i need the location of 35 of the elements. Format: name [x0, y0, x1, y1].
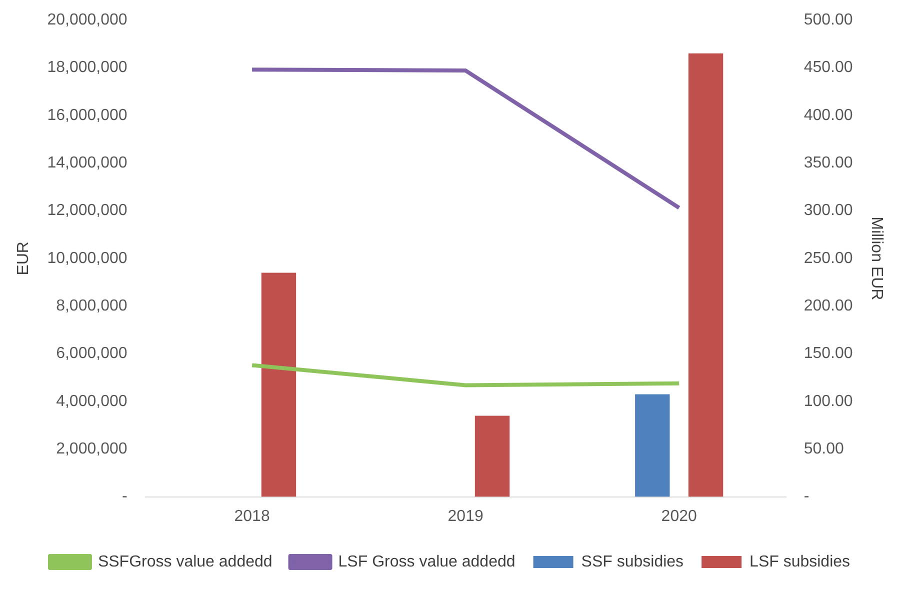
x-tick-label: 2020 — [661, 508, 697, 525]
y2-tick-label: 450.00 — [804, 59, 853, 76]
y-tick-label: 14,000,000 — [47, 154, 128, 172]
bar — [474, 416, 510, 497]
y-tick-label: 10,000,000 — [47, 250, 128, 267]
y-tick-label: 16,000,000 — [47, 106, 128, 124]
y-tick-label: 20,000,000 — [47, 11, 128, 28]
y-tick-label: 18,000,000 — [47, 59, 128, 76]
legend-label: LSF subsidies — [750, 553, 850, 570]
y2-tick-label: 300.00 — [804, 202, 853, 220]
y2-tick-label: 150.00 — [804, 345, 853, 362]
y-tick-label: - — [122, 488, 128, 506]
y2-tick-label: 350.00 — [804, 154, 853, 172]
bar — [688, 53, 724, 497]
y2-tick-label: 200.00 — [804, 297, 853, 314]
bar — [261, 272, 296, 497]
y-tick-label: 4,000,000 — [56, 392, 128, 410]
x-tick-label: 2018 — [234, 508, 270, 525]
x-tick-label: 2019 — [448, 508, 484, 525]
y2-tick-label: 500.00 — [804, 11, 853, 28]
y-axis-title: EUR — [15, 242, 32, 276]
y2-tick-label: 50.00 — [804, 440, 844, 458]
y2-tick-label: - — [804, 488, 810, 506]
y-tick-label: 2,000,000 — [56, 440, 128, 458]
y-tick-label: 12,000,000 — [47, 202, 128, 220]
y2-tick-label: 250.00 — [804, 250, 853, 267]
y2-tick-label: 400.00 — [804, 106, 853, 124]
y-tick-label: 8,000,000 — [56, 297, 128, 314]
y-tick-label: 6,000,000 — [56, 345, 128, 362]
legend-label: LSF Gross value addedd — [338, 553, 516, 570]
legend-label: SSF subsidies — [581, 553, 684, 570]
y2-tick-label: 100.00 — [804, 392, 853, 410]
y2-axis-title: Million EUR — [868, 216, 885, 300]
legend-label: SSFGross value addedd — [98, 553, 272, 570]
bar — [635, 394, 670, 497]
